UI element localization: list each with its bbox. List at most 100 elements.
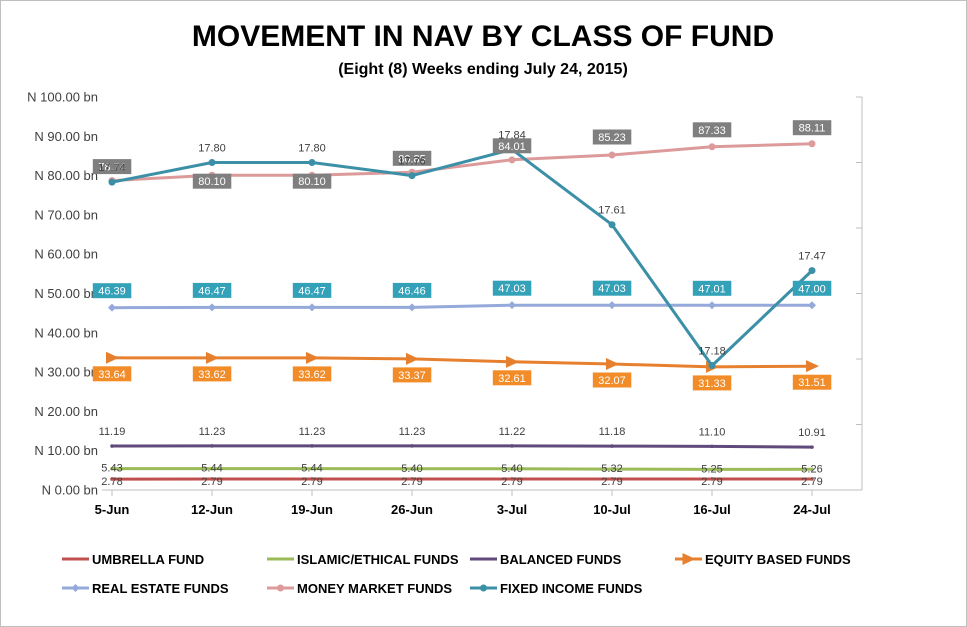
data-label-text: 80.10 (298, 176, 326, 188)
data-label-money-market-funds-12-jun: 80.10 (192, 173, 232, 189)
point-islamic-ethical-funds-10-jul (610, 467, 614, 471)
data-label-umbrella-fund-24-jul: 2.79 (801, 476, 822, 488)
axes: N 0.00 bn N 10.00 bn N 20.00 bn N 30.00 bn N… (27, 90, 863, 517)
point-real-estate-funds-3-jul (508, 301, 516, 310)
point-equity-based-funds-3-jul (506, 355, 519, 368)
legend-label: MONEY MARKET FUNDS (297, 581, 452, 596)
data-label-text: 85.23 (598, 132, 626, 144)
data-label-real-estate-funds-10-jul: 47.03 (592, 280, 632, 296)
data-label-fixed-income-funds-12-jun: 17.80 (198, 143, 226, 155)
point-real-estate-funds-19-jun (308, 303, 316, 312)
data-label-equity-based-funds-16-jul: 31.33 (692, 375, 732, 391)
legend: UMBRELLA FUND ISLAMIC/ETHICAL FUNDS BALANC… (62, 552, 851, 596)
data-label-equity-based-funds-5-jun: 33.64 (92, 366, 132, 382)
data-label-text: 33.62 (298, 369, 326, 381)
legend-item-balanced-funds: BALANCED FUNDS (470, 552, 622, 567)
data-label-balanced-funds-24-jul: 10.91 (798, 427, 826, 439)
y-axis-tick-label: N 0.00 bn (42, 483, 98, 498)
series-real-estate-funds (108, 301, 816, 312)
data-label-box (792, 374, 832, 390)
data-label-balanced-funds-3-jul: 11.22 (499, 426, 526, 438)
data-label-text: 87.33 (698, 125, 726, 137)
point-umbrella-fund-16-jul (710, 477, 714, 481)
legend-label: EQUITY BASED FUNDS (705, 552, 851, 567)
point-balanced-funds-12-jun (210, 444, 214, 448)
legend-label: FIXED INCOME FUNDS (500, 581, 643, 596)
data-label-balanced-funds-12-jun: 11.23 (199, 426, 226, 438)
data-label-equity-based-funds-10-jul: 32.07 (592, 372, 632, 388)
data-label-umbrella-fund-19-jun: 2.79 (301, 476, 322, 488)
point-balanced-funds-5-jun (110, 444, 114, 448)
data-label-text: 88.11 (799, 123, 826, 135)
data-label-real-estate-funds-26-jun: 46.46 (392, 282, 432, 298)
point-equity-based-funds-5-jun (106, 351, 119, 364)
data-label-box (192, 173, 232, 189)
data-label-text: 31.33 (698, 378, 726, 390)
point-real-estate-funds-10-jul (608, 301, 616, 310)
point-equity-based-funds-19-jun (306, 351, 319, 364)
legend-label: ISLAMIC/ETHICAL FUNDS (297, 552, 459, 567)
data-label-box (692, 375, 732, 391)
data-label-box (392, 150, 432, 166)
point-real-estate-funds-16-jul (708, 301, 716, 310)
y-axis-tick-label: N 40.00 bn (34, 325, 98, 340)
point-balanced-funds-16-jul (710, 444, 714, 449)
data-label-balanced-funds-5-jun: 11.19 (99, 426, 126, 438)
point-balanced-funds-3-jul (510, 444, 514, 448)
data-label-fixed-income-funds-26-jun: 17.76 (398, 156, 426, 168)
point-money-market-funds-10-jul (608, 151, 616, 159)
legend-marker (682, 553, 696, 565)
data-label-text: 33.62 (198, 369, 226, 381)
data-label-box (792, 280, 832, 296)
x-axis-tick-label-19-jun: 19-Jun (291, 502, 333, 517)
data-label-islamic-ethical-funds-24-jul: 5.26 (801, 463, 822, 475)
legend-item-umbrella-fund: UMBRELLA FUND (62, 552, 204, 567)
data-label-money-market-funds-3-jul: 84.01 (492, 138, 532, 154)
data-label-umbrella-fund-5-jun: 2.78 (101, 476, 122, 488)
data-label-money-market-funds-19-jun: 80.10 (292, 173, 332, 189)
point-equity-based-funds-26-jun (406, 352, 419, 365)
y-axis-tick-label: N 30.00 bn (34, 365, 98, 380)
y-axis-tick-label: N 90.00 bn (34, 129, 98, 144)
series-islamic-ethical-funds (110, 466, 814, 472)
point-umbrella-fund-12-jun (210, 477, 214, 481)
data-label-text: 32.07 (598, 375, 626, 387)
data-label-money-market-funds-10-jul: 85.23 (592, 129, 632, 145)
y-axis-tick-label: N 100.00 bn (27, 90, 98, 105)
data-label-text: 47.03 (598, 283, 626, 295)
y-axis-tick-label: N 10.00 bn (34, 443, 98, 458)
data-label-money-market-funds-16-jul: 87.33 (692, 122, 732, 138)
data-label-text: 47.01 (698, 283, 726, 295)
point-umbrella-fund-24-jul (810, 477, 814, 481)
data-label-text: 84.01 (498, 141, 526, 153)
point-umbrella-fund-26-jun (410, 477, 414, 481)
point-real-estate-funds-5-jun (108, 303, 116, 312)
data-label-box (292, 282, 332, 298)
data-label-text: 32.61 (498, 373, 526, 385)
point-balanced-funds-26-jun (410, 444, 414, 448)
data-label-money-market-funds-24-jul: 88.11 (792, 120, 832, 136)
data-label-fixed-income-funds-3-jul: 17.84 (498, 129, 526, 141)
data-label-money-market-funds-5-jun: 78.74 (92, 159, 132, 175)
point-fixed-income-funds-5-jun (108, 178, 116, 186)
x-axis-tick-label-5-jun: 5-Jun (95, 502, 130, 517)
data-label-islamic-ethical-funds-3-jul: 5.40 (501, 463, 522, 475)
point-real-estate-funds-12-jun (208, 303, 216, 312)
y-axis-tick-label: N 80.00 bn (34, 168, 98, 183)
point-fixed-income-funds-24-jul (808, 267, 816, 275)
data-label-box (492, 138, 532, 154)
line-balanced-funds (111, 444, 813, 449)
point-equity-based-funds-12-jun (206, 351, 219, 364)
data-label-islamic-ethical-funds-5-jun: 5.43 (101, 463, 122, 475)
legend-item-money-market-funds: MONEY MARKET FUNDS (267, 581, 452, 596)
data-label-islamic-ethical-funds-12-jun: 5.44 (201, 463, 222, 475)
point-islamic-ethical-funds-24-jul (810, 467, 814, 472)
data-label-box (492, 280, 532, 296)
data-label-text: 33.64 (98, 369, 126, 381)
data-label-text: 80.85 (398, 153, 426, 165)
point-islamic-ethical-funds-3-jul (510, 466, 514, 471)
point-fixed-income-funds-12-jun (208, 159, 216, 166)
data-labels: 2.78 2.79 2.79 2.79 2.79 2.79 2.79 2.79 5.43 5.44… (92, 120, 832, 488)
data-label-real-estate-funds-19-jun: 46.47 (292, 282, 332, 298)
data-label-text: 47.00 (798, 283, 826, 295)
